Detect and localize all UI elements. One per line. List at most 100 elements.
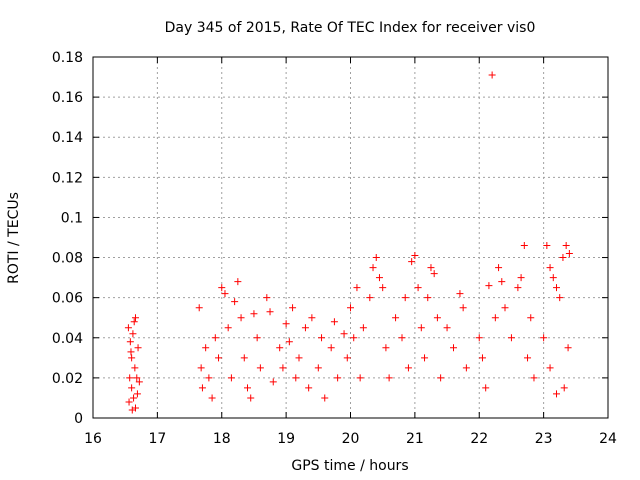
data-point bbox=[450, 344, 457, 352]
axis-ticks bbox=[92, 56, 609, 419]
data-point bbox=[301, 324, 309, 332]
data-points bbox=[124, 71, 573, 414]
chart-title: Day 345 of 2015, Rate Of TEC Index for r… bbox=[165, 20, 536, 36]
data-point bbox=[321, 394, 329, 402]
x-axis-label: GPS time / hours bbox=[291, 458, 408, 474]
data-point bbox=[540, 334, 548, 342]
x-tick-label: 23 bbox=[535, 431, 553, 447]
data-point bbox=[347, 304, 354, 312]
data-point bbox=[359, 324, 367, 332]
data-point bbox=[128, 384, 136, 392]
data-point bbox=[366, 294, 374, 302]
data-point bbox=[556, 294, 564, 302]
data-point bbox=[195, 304, 203, 312]
data-point bbox=[266, 308, 274, 316]
data-point bbox=[253, 334, 261, 342]
x-tick-label: 18 bbox=[213, 431, 231, 447]
data-point bbox=[133, 390, 141, 398]
data-point bbox=[227, 374, 235, 382]
data-point bbox=[127, 348, 135, 356]
data-point bbox=[421, 354, 429, 362]
data-point bbox=[524, 354, 532, 362]
data-point bbox=[129, 330, 137, 338]
y-tick-label: 0.02 bbox=[52, 371, 83, 387]
data-point bbox=[208, 394, 216, 402]
data-point bbox=[279, 364, 287, 372]
y-tick-label: 0.1 bbox=[61, 210, 83, 226]
data-point bbox=[330, 318, 338, 326]
y-tick-label: 0.14 bbox=[52, 130, 83, 146]
data-point bbox=[256, 364, 264, 372]
data-point bbox=[517, 274, 525, 282]
data-point bbox=[507, 334, 515, 342]
data-point bbox=[295, 354, 303, 362]
data-point bbox=[285, 338, 293, 346]
data-point bbox=[427, 264, 435, 272]
data-point bbox=[491, 314, 499, 322]
data-point bbox=[559, 254, 567, 262]
data-point bbox=[549, 274, 557, 282]
data-point bbox=[126, 338, 134, 346]
data-point bbox=[564, 344, 572, 352]
data-point bbox=[224, 324, 232, 332]
data-point bbox=[475, 334, 483, 342]
data-point bbox=[244, 384, 251, 392]
data-point bbox=[289, 304, 297, 312]
data-point bbox=[562, 242, 570, 250]
data-point bbox=[411, 252, 419, 260]
data-point bbox=[282, 320, 290, 328]
data-point bbox=[234, 278, 242, 286]
data-point bbox=[237, 314, 245, 322]
data-point bbox=[437, 374, 445, 382]
x-tick-label: 24 bbox=[599, 431, 617, 447]
data-point bbox=[340, 330, 348, 338]
y-tick-labels: 0 0.02 0.04 0.06 0.08 0.1 0.12 0.14 0.16 0.18 bbox=[52, 50, 83, 427]
x-tick-label: 16 bbox=[84, 431, 102, 447]
data-point bbox=[379, 284, 387, 292]
data-point bbox=[553, 390, 560, 398]
data-point bbox=[430, 270, 438, 278]
data-point bbox=[369, 264, 377, 272]
data-point bbox=[126, 374, 134, 382]
data-point bbox=[318, 334, 326, 342]
data-point bbox=[462, 364, 470, 372]
data-point bbox=[443, 324, 451, 332]
y-tick-label: 0.08 bbox=[52, 251, 83, 267]
x-tick-label: 20 bbox=[342, 431, 360, 447]
data-point bbox=[482, 384, 490, 392]
data-point bbox=[215, 354, 223, 362]
data-point bbox=[398, 334, 406, 342]
data-point bbox=[414, 284, 422, 292]
data-point bbox=[343, 354, 351, 362]
data-point bbox=[404, 364, 412, 372]
grid-lines bbox=[93, 57, 608, 418]
y-axis-label: ROTI / TECUs bbox=[6, 192, 22, 284]
data-point bbox=[211, 334, 219, 342]
data-point bbox=[128, 354, 136, 362]
data-point bbox=[130, 394, 138, 402]
y-tick-label: 0.04 bbox=[52, 331, 83, 347]
data-point bbox=[565, 250, 573, 258]
data-point bbox=[501, 304, 509, 312]
data-point bbox=[495, 264, 503, 272]
data-point bbox=[385, 374, 393, 382]
data-point bbox=[433, 314, 441, 322]
data-point bbox=[202, 344, 210, 352]
x-tick-label: 21 bbox=[406, 431, 424, 447]
x-tick-label: 17 bbox=[148, 431, 166, 447]
data-point bbox=[392, 314, 400, 322]
data-point bbox=[130, 318, 138, 326]
data-point bbox=[417, 324, 425, 332]
data-point bbox=[305, 384, 313, 392]
data-point bbox=[356, 374, 364, 382]
data-point bbox=[125, 398, 133, 406]
y-tick-label: 0.18 bbox=[52, 50, 83, 66]
data-point bbox=[292, 374, 300, 382]
data-point bbox=[247, 394, 255, 402]
data-point bbox=[134, 344, 142, 352]
data-point bbox=[131, 364, 139, 372]
data-point bbox=[520, 242, 528, 250]
x-tick-label: 19 bbox=[277, 431, 295, 447]
data-point bbox=[263, 294, 271, 302]
data-point bbox=[327, 344, 335, 352]
